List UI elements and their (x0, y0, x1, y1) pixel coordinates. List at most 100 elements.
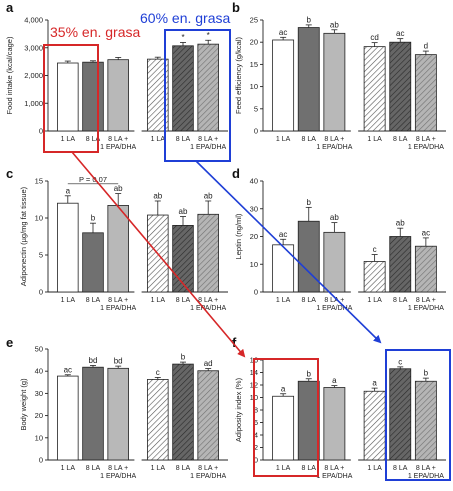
x-tick-label: 8 LA (302, 136, 317, 143)
y-tick-label: 1,000 (24, 99, 43, 108)
significance-label: c (156, 368, 160, 377)
y-tick-label: 20 (250, 38, 258, 47)
significance-label: ab (396, 219, 405, 228)
low-fat-arrow (71, 151, 246, 358)
y-tick-label: 10 (35, 433, 43, 442)
x-tick-label: 1 LA (61, 465, 76, 472)
x-tick-label: 1 LA (367, 136, 382, 143)
panel-b: b 0 5 10 15 20 25 Feed efficiency (g/kcal) ac b ab… (232, 0, 446, 151)
p-value-label: P = 0.07 (79, 175, 107, 184)
bar-4 (363, 46, 386, 132)
x-tick-label: 8 LA (393, 465, 408, 472)
panel-letter: a (6, 0, 14, 15)
significance-label: ac (64, 365, 72, 374)
significance-label: ab (330, 213, 339, 222)
y-tick-label: 40 (250, 177, 258, 186)
x-tick-label: 1 LA (151, 136, 166, 143)
y-tick-label: 0 (254, 288, 258, 297)
high-fat-label: 60% en. grasa (140, 10, 230, 26)
significance-label: ab (330, 20, 339, 29)
y-axis-label: Feed efficiency (g/kcal) (234, 37, 243, 114)
significance-label: ac (279, 28, 287, 37)
bar-2 (297, 380, 320, 461)
x-tick-label: 8 LA (302, 465, 317, 472)
y-tick-label: 2 (254, 443, 258, 452)
x-tick-label: 1 LA (367, 297, 382, 304)
y-tick-label: 0 (39, 127, 43, 136)
x-tick-label-line2: 1 EPA/DHA (100, 473, 136, 480)
significance-label: bd (89, 356, 98, 365)
bar-2 (297, 220, 320, 293)
panel-d: d 0 10 20 30 40 Leptin (ng/ml) ac b ab c ab ac 1 LA 8 … (232, 166, 446, 312)
x-tick-label: 8 LA + (324, 136, 344, 143)
y-tick-label: 6 (254, 418, 258, 427)
y-tick-label: 5 (254, 104, 258, 113)
y-tick-label: 20 (250, 232, 258, 241)
bar-5 (172, 224, 194, 293)
significance-label: * (207, 31, 210, 40)
y-tick-label: 5 (39, 251, 43, 260)
y-tick-label: 40 (35, 367, 43, 376)
significance-label: c (398, 357, 402, 366)
x-tick-label: 8 LA (176, 136, 191, 143)
significance-label: c (373, 245, 377, 254)
x-tick-label-line2: 1 EPA/DHA (190, 473, 226, 480)
panel-letter: b (232, 0, 240, 15)
x-tick-label: 8 LA + (416, 136, 436, 143)
y-tick-label: 4,000 (24, 16, 43, 25)
y-tick-label: 30 (35, 389, 43, 398)
bar-5 (172, 45, 194, 132)
bar-3 (323, 387, 346, 461)
y-tick-label: 4 (254, 431, 258, 440)
y-tick-label: 15 (35, 177, 43, 186)
bar-6 (414, 245, 437, 293)
significance-label: * (181, 33, 184, 42)
bar-5 (389, 41, 412, 132)
x-tick-label: 8 LA (86, 297, 101, 304)
bar-6 (414, 54, 437, 132)
x-tick-label-line2: 1 EPA/DHA (316, 473, 352, 480)
x-tick-label: 8 LA (86, 465, 101, 472)
significance-label: a (66, 186, 71, 195)
low-fat-highlight-box-f (253, 358, 319, 477)
x-tick-label-line2: 1 EPA/DHA (100, 305, 136, 312)
y-axis-label: Body weight (g) (19, 378, 28, 431)
y-tick-label: 0 (39, 456, 43, 465)
x-tick-label: 8 LA (302, 297, 317, 304)
significance-label: b (91, 214, 96, 223)
significance-label: ac (422, 228, 430, 237)
y-axis-label: Adiponectin (µg/mg fat tissue) (19, 186, 28, 286)
panel-e: e 0 10 20 30 40 50 Body weight (g) ac bd bd c b ad 1 L… (6, 335, 228, 480)
x-tick-label: 8 LA + (108, 136, 128, 143)
y-tick-label: 30 (250, 204, 258, 213)
x-tick-label-line2: 1 EPA/DHA (316, 305, 352, 312)
bar-1 (272, 244, 295, 293)
x-tick-label: 8 LA + (108, 297, 128, 304)
x-tick-label: 8 LA (393, 136, 408, 143)
x-tick-label-line2: 1 EPA/DHA (408, 144, 444, 151)
x-tick-label-line2: 1 EPA/DHA (100, 144, 136, 151)
significance-label: ab (153, 191, 162, 200)
significance-label: b (424, 369, 429, 378)
bar-4 (147, 379, 169, 461)
low-fat-label: 35% en. grasa (50, 24, 140, 40)
significance-label: b (307, 15, 312, 24)
y-tick-label: 2,000 (24, 71, 43, 80)
bar-1 (57, 202, 79, 293)
y-tick-label: 10 (250, 82, 258, 91)
significance-label: bd (114, 357, 123, 366)
significance-label: ac (396, 29, 404, 38)
significance-label: a (372, 379, 377, 388)
y-tick-label: 3,000 (24, 43, 43, 52)
bar-2 (297, 27, 320, 132)
panel-letter: d (232, 166, 240, 181)
bar-3 (107, 367, 129, 461)
significance-label: ab (204, 191, 213, 200)
x-tick-label-line2: 1 EPA/DHA (408, 305, 444, 312)
y-tick-label: 0 (39, 288, 43, 297)
x-tick-label-line2: 1 EPA/DHA (316, 144, 352, 151)
x-tick-label-line2: 1 EPA/DHA (408, 473, 444, 480)
x-tick-label: 8 LA + (108, 465, 128, 472)
significance-label: d (424, 42, 428, 51)
